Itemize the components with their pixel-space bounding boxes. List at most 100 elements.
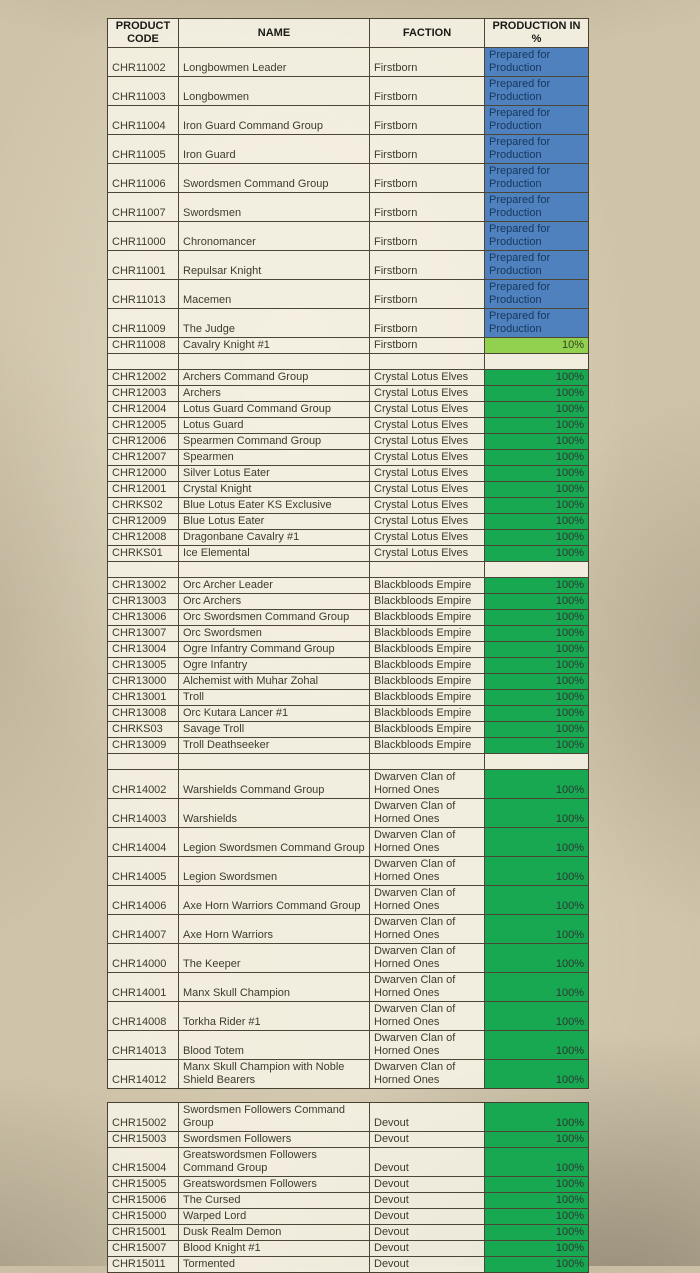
product-code-cell: CHR11007 [108, 192, 178, 221]
header-production: PRODUCTION IN % [484, 19, 588, 47]
table-row: CHRKS03 Savage Troll Blackbloods Empire 100… [108, 721, 588, 737]
name-cell: Torkha Rider #1 [178, 1001, 369, 1030]
name-cell: Savage Troll [178, 721, 369, 737]
table-row: CHR13008 Orc Kutara Lancer #1 Blackbloods … [108, 705, 588, 721]
faction-cell: Dwarven Clan of Horned Ones [369, 1001, 484, 1030]
product-code-cell: CHR14004 [108, 827, 178, 856]
faction-cell: Dwarven Clan of Horned Ones [369, 798, 484, 827]
product-code-cell: CHR15004 [108, 1147, 178, 1176]
faction-cell: Firstborn [369, 105, 484, 134]
name-cell: Legion Swordsmen Command Group [178, 827, 369, 856]
faction-cell: Blackbloods Empire [369, 593, 484, 609]
product-code-cell: CHR11008 [108, 337, 178, 353]
faction-cell: Devout [369, 1224, 484, 1240]
faction-cell: Dwarven Clan of Horned Ones [369, 943, 484, 972]
main-production-table: PRODUCT CODE NAME FACTION PRODUCTION IN … [107, 18, 589, 1089]
table-row: CHR13009 Troll Deathseeker Blackbloods Emp… [108, 737, 588, 753]
production-status-cell: Prepared for Production [484, 279, 588, 308]
production-status-cell: 100% [484, 609, 588, 625]
empty-cell [369, 753, 484, 769]
product-code-cell: CHRKS03 [108, 721, 178, 737]
product-code-cell: CHR14000 [108, 943, 178, 972]
name-cell: Blue Lotus Eater KS Exclusive [178, 497, 369, 513]
production-status-cell: 100% [484, 972, 588, 1001]
table-row: CHR13007 Orc Swordsmen Blackbloods Empire 1… [108, 625, 588, 641]
faction-cell: Crystal Lotus Elves [369, 449, 484, 465]
product-code-cell: CHR13004 [108, 641, 178, 657]
name-cell: The Judge [178, 308, 369, 337]
product-code-cell: CHR12003 [108, 385, 178, 401]
production-status-cell: 100% [484, 1030, 588, 1059]
production-status-cell: 100% [484, 385, 588, 401]
product-code-cell: CHR15011 [108, 1256, 178, 1272]
faction-cell: Blackbloods Empire [369, 737, 484, 753]
name-cell: Archers [178, 385, 369, 401]
table-row: CHR12003 Archers Crystal Lotus Elves 100% [108, 385, 588, 401]
faction-cell: Devout [369, 1256, 484, 1272]
name-cell: Lotus Guard [178, 417, 369, 433]
faction-cell: Blackbloods Empire [369, 577, 484, 593]
production-status-cell: 100% [484, 885, 588, 914]
production-status-cell: 100% [484, 1103, 588, 1131]
header-product-code: PRODUCT CODE [108, 19, 178, 47]
production-status-cell: 100% [484, 673, 588, 689]
faction-cell: Crystal Lotus Elves [369, 465, 484, 481]
product-code-cell: CHR14006 [108, 885, 178, 914]
empty-cell [178, 353, 369, 369]
table-row: CHR12006 Spearmen Command Group Crystal Lo… [108, 433, 588, 449]
devout-production-table: CHR15002 Swordsmen Followers Command Grou… [107, 1102, 589, 1273]
product-code-cell: CHR13008 [108, 705, 178, 721]
table-row: CHR15004 Greatswordsmen Followers Command… [108, 1147, 588, 1176]
faction-cell: Blackbloods Empire [369, 641, 484, 657]
production-status-cell: 100% [484, 721, 588, 737]
production-status-cell: Prepared for Production [484, 221, 588, 250]
production-status-cell: 100% [484, 1059, 588, 1088]
product-code-cell: CHR11001 [108, 250, 178, 279]
name-cell: Axe Horn Warriors Command Group [178, 885, 369, 914]
table-row: CHR14003 Warshields Dwarven Clan of Horned… [108, 798, 588, 827]
name-cell: Dusk Realm Demon [178, 1224, 369, 1240]
header-faction: FACTION [369, 19, 484, 47]
product-code-cell: CHR11002 [108, 47, 178, 76]
product-code-cell: CHR12001 [108, 481, 178, 497]
faction-cell: Blackbloods Empire [369, 705, 484, 721]
production-status-cell: 100% [484, 433, 588, 449]
faction-cell: Firstborn [369, 308, 484, 337]
table-row: CHR11000 Chronomancer Firstborn Prepared fo… [108, 221, 588, 250]
empty-cell [484, 561, 588, 577]
production-status-cell: 100% [484, 1001, 588, 1030]
table-row: CHR14007 Axe Horn Warriors Dwarven Clan of… [108, 914, 588, 943]
faction-cell: Firstborn [369, 134, 484, 163]
faction-cell: Blackbloods Empire [369, 673, 484, 689]
name-cell: Ice Elemental [178, 545, 369, 561]
faction-cell: Dwarven Clan of Horned Ones [369, 769, 484, 798]
faction-cell: Devout [369, 1131, 484, 1147]
faction-cell: Crystal Lotus Elves [369, 529, 484, 545]
production-status-cell: 100% [484, 827, 588, 856]
spacer-row [108, 753, 588, 769]
product-code-cell: CHR11004 [108, 105, 178, 134]
production-status-cell: Prepared for Production [484, 250, 588, 279]
product-code-cell: CHR12005 [108, 417, 178, 433]
production-status-cell: 100% [484, 1147, 588, 1176]
production-status-cell: 100% [484, 1256, 588, 1272]
empty-cell [108, 561, 178, 577]
name-cell: Blue Lotus Eater [178, 513, 369, 529]
name-cell: Ogre Infantry [178, 657, 369, 673]
name-cell: Troll Deathseeker [178, 737, 369, 753]
product-code-cell: CHR12002 [108, 369, 178, 385]
faction-cell: Devout [369, 1208, 484, 1224]
name-cell: Swordsmen Followers [178, 1131, 369, 1147]
production-status-cell: Prepared for Production [484, 192, 588, 221]
product-code-cell: CHR13005 [108, 657, 178, 673]
empty-cell [369, 353, 484, 369]
product-code-cell: CHR12004 [108, 401, 178, 417]
faction-cell: Firstborn [369, 221, 484, 250]
faction-cell: Crystal Lotus Elves [369, 385, 484, 401]
empty-cell [178, 561, 369, 577]
faction-cell: Dwarven Clan of Horned Ones [369, 914, 484, 943]
product-code-cell: CHR15005 [108, 1176, 178, 1192]
product-code-cell: CHR14008 [108, 1001, 178, 1030]
product-code-cell: CHR14007 [108, 914, 178, 943]
product-code-cell: CHR14013 [108, 1030, 178, 1059]
